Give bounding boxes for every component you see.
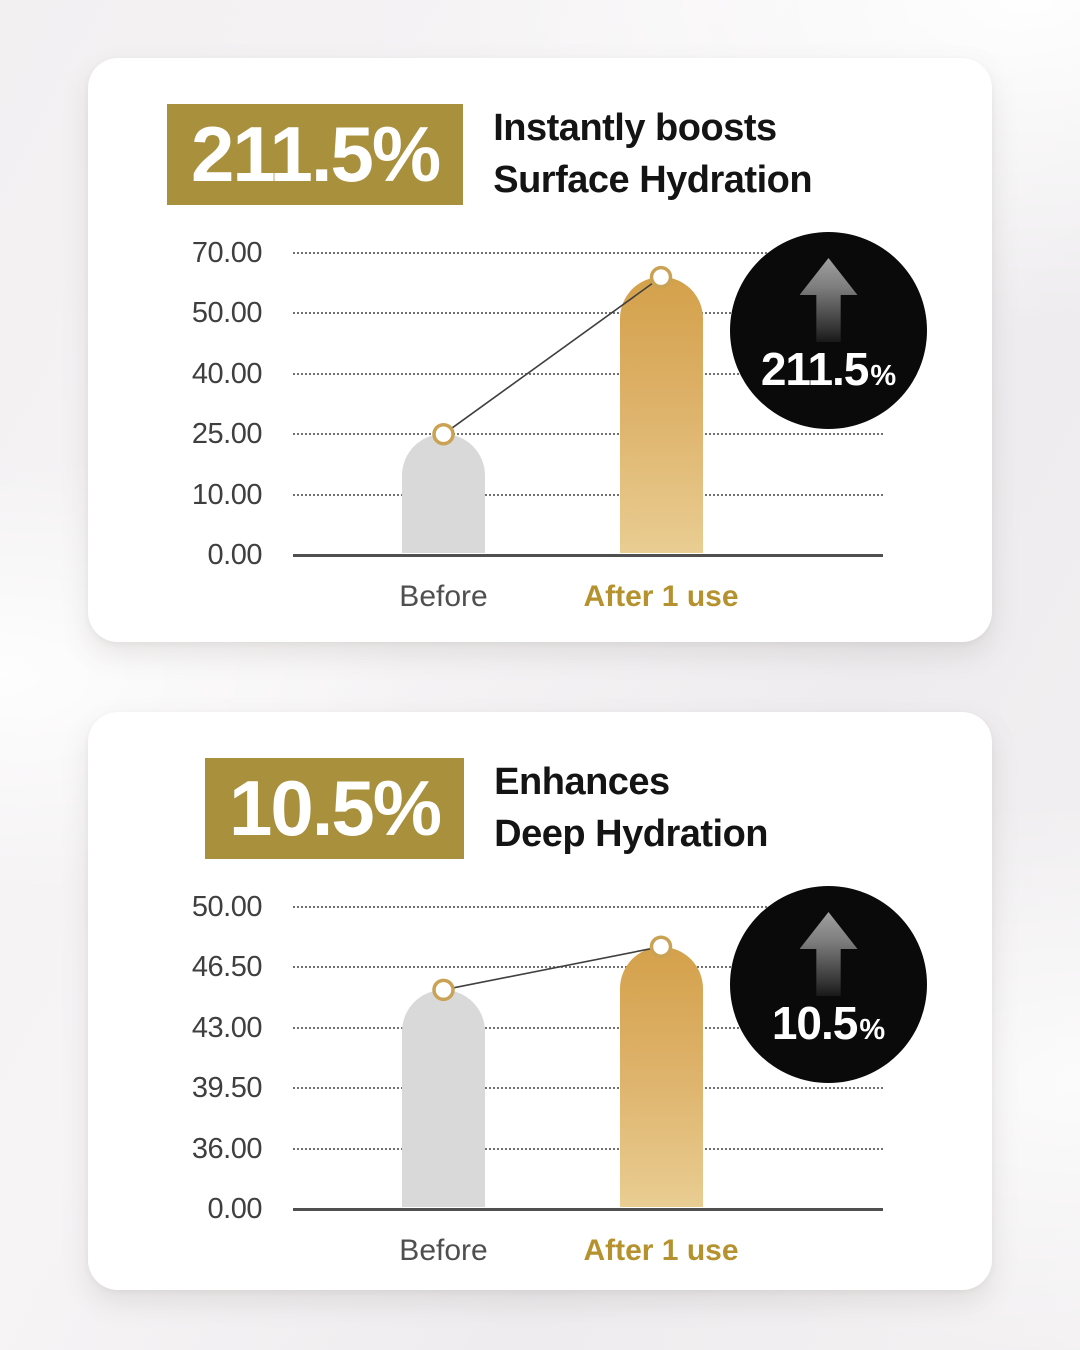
data-point-marker bbox=[649, 935, 673, 958]
y-axis-tick-label: 36.00 bbox=[191, 1132, 263, 1165]
y-axis-tick-label: 0.00 bbox=[207, 1193, 263, 1225]
x-axis-label-before: Before bbox=[399, 1234, 488, 1267]
card-title: Instantly boosts Surface Hydration bbox=[493, 102, 812, 206]
y-axis-tick-label: 39.50 bbox=[191, 1072, 263, 1105]
percent-sign: % bbox=[870, 360, 897, 392]
data-point-marker bbox=[432, 978, 455, 1002]
y-axis-tick-label: 40.00 bbox=[191, 357, 263, 390]
gridline bbox=[293, 252, 883, 254]
increase-badge: 10.5 % bbox=[730, 886, 927, 1083]
y-axis-tick-label: 70.00 bbox=[191, 237, 263, 269]
bar-chart-deep-hydration: 0.00 36.00 39.50 43.00 46.50 50.00 Before After… bbox=[88, 712, 992, 1290]
y-axis-tick-label: 10.00 bbox=[191, 478, 263, 511]
data-point-marker bbox=[432, 422, 455, 446]
trend-line-overlay bbox=[432, 265, 673, 446]
gridline bbox=[293, 1026, 883, 1029]
trend-line bbox=[443, 276, 662, 435]
x-axis-label-before: Before bbox=[399, 580, 488, 613]
increase-value: 10.5 bbox=[771, 997, 859, 1049]
y-axis-tick-label: 50.00 bbox=[191, 891, 263, 923]
gridline bbox=[293, 1147, 883, 1150]
data-point-marker bbox=[649, 265, 673, 289]
card-title-line1: Enhances bbox=[494, 761, 670, 803]
percent-badge: 211.5% bbox=[167, 103, 464, 205]
gridline bbox=[293, 1087, 883, 1090]
y-axis-tick-label: 50.00 bbox=[191, 297, 263, 330]
y-axis-tick-label: 25.00 bbox=[191, 418, 263, 451]
bar-after bbox=[619, 946, 703, 1208]
arrow-up-icon bbox=[799, 258, 858, 342]
bar-before bbox=[402, 434, 485, 554]
x-axis-line bbox=[293, 1208, 883, 1211]
gridline bbox=[293, 372, 883, 375]
increase-value: 211.5 bbox=[760, 343, 870, 395]
percent-sign: % bbox=[859, 1014, 886, 1046]
gridline bbox=[293, 493, 883, 496]
percent-badge: 10.5% bbox=[205, 757, 465, 859]
gridline bbox=[293, 433, 883, 436]
bar-chart-surface-hydration: 0.00 10.00 25.00 40.00 50.00 70.00 Before After… bbox=[88, 58, 992, 642]
trend-line-overlay bbox=[432, 935, 673, 1002]
card-title-line2: Deep Hydration bbox=[494, 813, 768, 855]
x-axis-line bbox=[293, 554, 883, 557]
card-title-line1: Instantly boosts bbox=[493, 107, 777, 149]
gridline bbox=[293, 966, 883, 969]
card-header: 211.5% Instantly boosts Surface Hydratio… bbox=[167, 102, 813, 206]
bar-after bbox=[619, 277, 703, 554]
card-header: 10.5% Enhances Deep Hydration bbox=[205, 756, 768, 860]
y-axis-tick-label: 0.00 bbox=[207, 539, 263, 571]
card-title-line2: Surface Hydration bbox=[493, 159, 813, 201]
x-axis-label-after: After 1 use bbox=[583, 580, 739, 613]
increase-badge-text: 10.5 % bbox=[772, 996, 885, 1050]
y-axis-tick-label: 43.00 bbox=[191, 1011, 263, 1044]
bar-before bbox=[402, 989, 485, 1208]
y-axis-tick-label: 46.50 bbox=[191, 951, 263, 984]
card-title: Enhances Deep Hydration bbox=[494, 756, 768, 860]
x-axis-label-after: After 1 use bbox=[583, 1234, 739, 1267]
trend-line bbox=[443, 945, 662, 991]
arrow-up-icon bbox=[799, 912, 858, 996]
deep-hydration-card: 10.5% Enhances Deep Hydration 0.00 36.00 3… bbox=[88, 712, 992, 1290]
surface-hydration-card: 211.5% Instantly boosts Surface Hydratio… bbox=[88, 58, 992, 642]
gridline bbox=[293, 312, 883, 315]
increase-badge-text: 211.5 % bbox=[761, 342, 896, 396]
increase-badge: 211.5 % bbox=[730, 232, 927, 429]
gridline bbox=[293, 906, 883, 908]
